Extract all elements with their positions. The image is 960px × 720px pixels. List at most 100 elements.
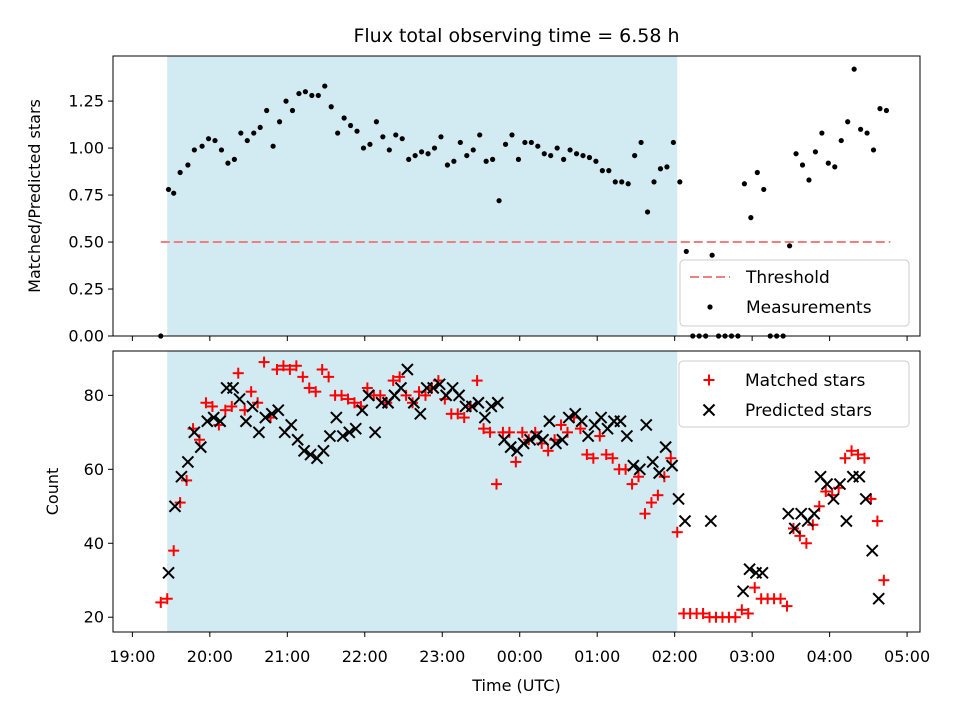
marker-stroke xyxy=(672,492,685,506)
matched-point xyxy=(749,582,761,594)
measurement-point xyxy=(877,106,883,112)
marker-stroke xyxy=(485,400,498,413)
predicted-point xyxy=(530,429,543,443)
legend-predicted-swatch xyxy=(702,403,716,417)
measurement-point xyxy=(354,128,360,134)
marker-stroke xyxy=(814,470,827,483)
matched-stars-series xyxy=(155,356,890,623)
measurement-point xyxy=(799,162,806,168)
matched-point xyxy=(742,608,754,620)
measurement-point xyxy=(302,89,308,95)
measurement-point xyxy=(832,164,838,170)
measurement-point xyxy=(651,179,657,185)
matched-point xyxy=(607,452,619,464)
measurement-point xyxy=(425,151,431,157)
top-axes-frame xyxy=(112,55,921,337)
marker-stroke xyxy=(614,415,627,428)
matched-point xyxy=(846,445,858,457)
matched-point xyxy=(813,500,825,512)
measurement-point xyxy=(561,156,567,162)
measurement-point xyxy=(632,152,638,159)
marker-stroke xyxy=(678,514,692,528)
predicted-point xyxy=(743,562,756,576)
predicted-point xyxy=(355,403,369,417)
matched-point xyxy=(245,386,257,398)
matched-point xyxy=(645,497,657,509)
measurement-point xyxy=(238,130,244,136)
matched-point xyxy=(277,360,289,372)
marker-stroke xyxy=(743,562,756,576)
measurement-point xyxy=(761,186,767,193)
legend-predicted-label: Predicted stars xyxy=(745,401,872,421)
marker-stroke xyxy=(304,448,317,461)
measurement-point xyxy=(328,104,334,110)
marker-stroke xyxy=(517,437,530,450)
measurement-point xyxy=(231,156,237,162)
marker-stroke xyxy=(575,415,588,428)
matched-point xyxy=(342,393,354,405)
measurement-point xyxy=(858,126,864,132)
marker-stroke xyxy=(414,407,427,421)
x-tick-label: 20:00 xyxy=(187,647,233,666)
measurement-point xyxy=(457,139,463,146)
predicted-point xyxy=(620,429,634,443)
measurement-point xyxy=(793,151,799,157)
measurement-point xyxy=(309,92,315,99)
matched-point xyxy=(348,397,360,409)
matched-point xyxy=(775,593,787,605)
predicted-point xyxy=(362,389,375,402)
marker-stroke xyxy=(452,389,466,402)
predicted-point xyxy=(756,566,769,580)
measurement-point xyxy=(509,132,515,138)
matched-point xyxy=(555,419,567,431)
marker-stroke xyxy=(168,500,182,513)
marker-stroke xyxy=(433,378,446,391)
matched-point xyxy=(839,452,851,464)
matched-point xyxy=(807,519,819,531)
predicted-point xyxy=(866,544,879,557)
measurement-point xyxy=(812,149,819,155)
marker-stroke xyxy=(394,381,408,395)
y-tick-label: 40 xyxy=(84,534,104,553)
matched-point xyxy=(458,412,470,424)
predicted-point xyxy=(665,459,679,472)
measurement-point xyxy=(870,147,877,153)
matched-point xyxy=(419,389,431,401)
measurement-point xyxy=(444,162,451,168)
measurement-point xyxy=(522,139,528,146)
y-tick-label: 0.50 xyxy=(68,233,104,252)
measurement-point xyxy=(535,143,541,149)
predicted-point xyxy=(297,444,311,458)
marker-stroke xyxy=(827,492,840,506)
marker-stroke xyxy=(355,403,369,417)
matched-point xyxy=(736,604,748,616)
measurement-point xyxy=(619,179,625,185)
matched-point xyxy=(781,600,793,612)
measurement-point xyxy=(264,107,270,114)
matched-point xyxy=(490,478,502,490)
marker-stroke xyxy=(498,433,511,446)
measurement-point xyxy=(171,190,177,196)
marker-stroke xyxy=(259,411,272,424)
measurement-point xyxy=(490,156,496,162)
measurement-point xyxy=(741,181,747,187)
predicted-point xyxy=(452,389,466,402)
bottom-axis-ticks: 20 40 60 80 19:00 20:00 21:00 22:00 23:00 00:00 01… xyxy=(84,386,931,666)
predicted-point xyxy=(368,426,382,439)
predicted-point xyxy=(859,492,872,506)
predicted-point xyxy=(246,400,259,413)
predicted-point xyxy=(343,426,356,439)
legend-measurements-swatch xyxy=(707,304,713,310)
predicted-point xyxy=(284,418,298,432)
predicted-point xyxy=(226,381,240,395)
marker-stroke xyxy=(536,433,550,446)
matched-point xyxy=(633,471,645,483)
matched-point xyxy=(671,526,683,538)
chart-title: Flux total observing time = 6.58 h xyxy=(353,25,679,47)
marker-stroke xyxy=(859,492,872,506)
measurement-point xyxy=(380,134,386,140)
measurement-point xyxy=(289,107,296,114)
measurement-point xyxy=(199,143,205,149)
marker-stroke xyxy=(246,400,259,413)
